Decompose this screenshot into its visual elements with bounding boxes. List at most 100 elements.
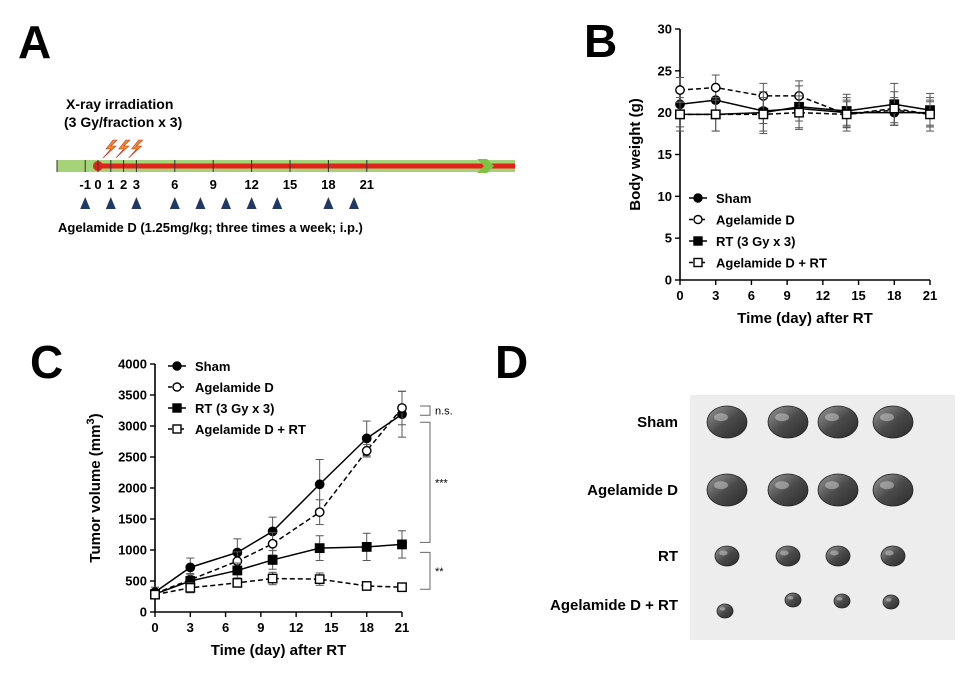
data-point-agelamide-d-rt (889, 103, 900, 114)
x-tick-label: 12 (289, 620, 303, 635)
injection-triangle-icon (131, 197, 142, 209)
data-point-sham (185, 562, 196, 573)
injection-triangle-icon (323, 197, 334, 209)
tumor-highlight (775, 481, 789, 490)
timeline-tick-label: 6 (171, 177, 178, 192)
chart-legend: Sham Agelamide D RT (3 Gy x 3) Agelamide D … (689, 191, 827, 271)
data-point-sham (361, 433, 372, 444)
legend-label: Sham (195, 359, 230, 374)
tumor-image (833, 593, 851, 609)
injection-triangle-icon (349, 197, 359, 209)
data-point-agelamide-d-rt (841, 109, 852, 120)
panel-letter-d: D (495, 336, 528, 388)
data-point-agelamide-d (314, 507, 325, 518)
row-label: RT (658, 548, 678, 565)
y-axis-label: Body weight (g) (627, 98, 644, 211)
tumor-image (706, 405, 748, 439)
x-tick-label: 21 (395, 620, 409, 635)
tumor-rows: Sham Agelamide D RT Agelamide D + RT (550, 405, 914, 619)
tumor-highlight (885, 598, 892, 602)
y-tick-label: 3500 (118, 388, 147, 403)
tumor-image (825, 545, 851, 567)
x-tick-label: 0 (676, 288, 683, 303)
y-tick-label: 2500 (118, 450, 147, 465)
tumor-image (784, 592, 802, 608)
x-tick-label: 12 (816, 288, 830, 303)
x-tick-label: 6 (748, 288, 755, 303)
legend-label: Agelamide D + RT (716, 256, 827, 271)
timeline-tick-label: 18 (321, 177, 335, 192)
injection-triangle-icon (195, 197, 206, 209)
y-axis-label: Tumor volume (mm3) (85, 413, 104, 562)
tumor-highlight (880, 413, 894, 422)
row-label: Sham (637, 414, 678, 431)
significance-brackets: n.s.***** (420, 405, 453, 590)
x-tick-label: 18 (887, 288, 901, 303)
significance-label: ** (435, 566, 444, 578)
panel-letter-a: A (18, 16, 51, 68)
x-axis-label: Time (day) after RT (737, 310, 873, 327)
legend-marker (693, 214, 703, 225)
treatment-label: Agelamide D (1.25mg/kg; three times a we… (58, 220, 363, 235)
x-tick-label: 15 (324, 620, 338, 635)
significance-bracket (420, 405, 431, 416)
data-point-agelamide-d (710, 82, 721, 93)
body-weight-chart: 0 5 10 15 20 25 30 0 3 6 9 12 15 18 21 Time (day) after… (627, 22, 937, 328)
tumor-highlight (719, 607, 726, 611)
y-tick-label: 4000 (118, 357, 147, 372)
tumor-image (767, 473, 809, 507)
panel-c: C 0 500 1000 1500 2000 2500 3000 3500 4000 0 3 6 9 12… (30, 336, 453, 659)
tumor-image (817, 405, 859, 439)
data-point-agelamide-d-rt (150, 589, 160, 600)
tumor-highlight (780, 550, 789, 556)
legend-marker (172, 382, 182, 392)
data-point-agelamide-d-rt (794, 107, 804, 118)
data-point-agelamide-d (397, 403, 407, 413)
panel-a: A X-ray irradiation (3 Gy/fraction x 3) … (18, 16, 515, 235)
injection-triangle-icon (246, 197, 257, 209)
injection-triangle-icon (169, 197, 180, 209)
x-tick-label: 3 (187, 620, 194, 635)
legend-marker (693, 193, 703, 203)
tumor-highlight (714, 481, 728, 490)
legend-label: Sham (716, 191, 751, 206)
tumor-highlight (787, 596, 794, 600)
tumor-image (706, 473, 748, 507)
y-tick-label: 30 (658, 22, 672, 37)
lightning-bolt-icon (115, 139, 131, 159)
data-point-agelamide-d-rt (185, 582, 196, 593)
injection-triangle-icon (105, 197, 116, 209)
timeline-tick-label: 1 (107, 177, 114, 192)
legend-marker (693, 257, 703, 268)
data-point-agelamide-d (675, 85, 685, 95)
data-point-agelamide-d (267, 538, 278, 549)
row-label: Agelamide D (587, 482, 678, 499)
data-point-agelamide-d (361, 445, 372, 456)
data-point-agelamide-d-rt (758, 109, 769, 120)
legend-marker (172, 361, 182, 371)
lightning-bolt-icon (128, 139, 144, 159)
panel-d: D Sham Agelamide D RT Agelamide D + RT (495, 336, 955, 640)
timeline-tick-label: 15 (283, 177, 297, 192)
lightning-bolt-icon (102, 139, 118, 159)
tumor-volume-chart: 0 500 1000 1500 2000 2500 3000 3500 4000 0 3 6 9 12 15… (85, 357, 453, 660)
x-tick-label: 0 (151, 620, 158, 635)
arrow-icon (477, 159, 494, 173)
data-point-sham (314, 479, 325, 490)
panel-letter-b: B (584, 15, 617, 67)
tumor-image (880, 545, 906, 567)
timeline-tick-label: 12 (244, 177, 258, 192)
tumor-image (872, 473, 914, 507)
tumor-highlight (836, 597, 843, 601)
data-point-rt-3-gy-x-3 (361, 542, 372, 552)
tumor-highlight (880, 481, 894, 490)
tumor-image (817, 473, 859, 507)
timeline-tick-label: 21 (360, 177, 374, 192)
series-agelamide-d-rt (675, 91, 935, 132)
chart-legend: Sham Agelamide D RT (3 Gy x 3) Agelamide D … (168, 359, 306, 437)
timeline-ticks: -1 0 1 2 3 6 9 12 15 18 21 (56, 160, 374, 192)
tumor-image (872, 405, 914, 439)
legend-label: Agelamide D + RT (195, 422, 306, 437)
tumor-highlight (775, 413, 789, 422)
